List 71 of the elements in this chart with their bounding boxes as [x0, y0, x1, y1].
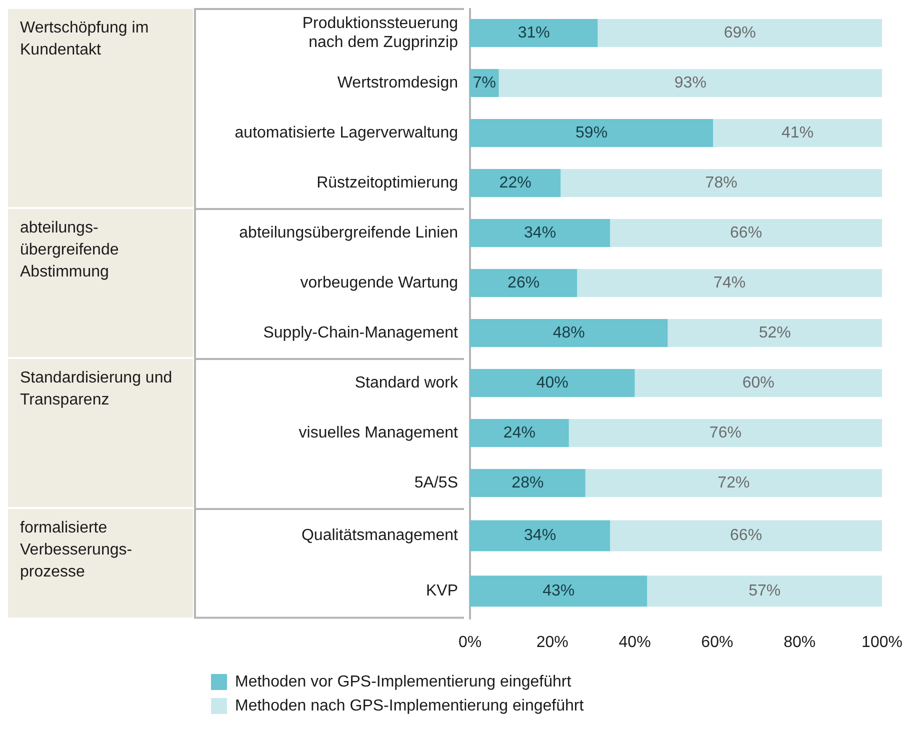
data-label: 48%: [552, 324, 585, 342]
x-tick-label: 100%: [862, 634, 902, 651]
bar: [668, 319, 882, 347]
data-label: 24%: [503, 424, 536, 442]
data-label: 43%: [542, 582, 575, 600]
bar: [470, 119, 714, 147]
bar: [470, 319, 668, 347]
bar: [470, 369, 635, 397]
data-label: 7%: [472, 74, 496, 92]
data-label: 52%: [758, 324, 791, 342]
data-label: 59%: [576, 124, 608, 142]
data-label: 69%: [724, 24, 756, 42]
data-label: 34%: [524, 224, 556, 242]
data-label: 31%: [518, 24, 550, 42]
bar: [470, 576, 648, 607]
bar: [470, 19, 598, 47]
bar: [610, 520, 882, 552]
legend-label: Methoden nach GPS-Implementierung eingeführt: [235, 697, 584, 714]
y-tick-label: visuelles Management: [298, 424, 459, 442]
bar: [647, 576, 882, 607]
x-tick-label: 60%: [701, 634, 734, 651]
y-tick-label: Rüstzeitoptimierung: [316, 174, 458, 192]
bar: [713, 119, 882, 147]
data-label: 60%: [742, 374, 774, 392]
y-axis-title: Standardisierung und Transparenz: [20, 369, 172, 408]
data-label: 41%: [782, 124, 814, 142]
bar: [470, 269, 578, 297]
data-label: 26%: [508, 274, 540, 292]
data-label: 93%: [674, 74, 706, 92]
y-tick-label: Supply-Chain-Management: [263, 324, 459, 342]
bar: [498, 69, 882, 97]
x-tick-label: 80%: [784, 634, 816, 651]
data-label: 57%: [748, 582, 781, 600]
bar: [610, 219, 882, 247]
data-label: 72%: [718, 474, 750, 492]
y-tick-label: Standard work: [354, 374, 459, 392]
data-label: 28%: [512, 474, 544, 492]
bar: [577, 269, 882, 297]
bar: [470, 219, 610, 247]
y-axis-title: formalisierte Verbesserungs- prozesse: [20, 519, 132, 580]
legend-label: Methoden vor GPS-Implementierung eingeführt: [235, 673, 572, 690]
y-tick-label: automatisierte Lagerverwaltung: [234, 124, 458, 142]
y-axis-title: abteilungs- übergreifende Abstimmung: [20, 219, 119, 280]
y-tick-label: 5A/5S: [414, 474, 458, 492]
bar: [634, 369, 882, 397]
bar: [470, 419, 569, 447]
y-tick-label: KVP: [426, 582, 458, 600]
bar: [470, 469, 586, 497]
data-label: 40%: [536, 374, 568, 392]
x-tick-label: 0%: [458, 634, 482, 651]
y-tick-label: Qualitätsmanagement: [301, 527, 459, 544]
y-tick-label: abteilungsübergreifende Linien: [239, 224, 458, 242]
data-label: 66%: [730, 224, 762, 242]
data-label: 34%: [524, 527, 556, 544]
bar: [568, 419, 882, 447]
y-tick-label: Wertstromdesign: [337, 74, 458, 92]
y-tick-label: Produktionssteuerung nach dem Zugprinzip: [302, 14, 458, 52]
bar: [470, 520, 610, 552]
bar: [585, 469, 882, 497]
y-tick-label: vorbeugende Wartung: [300, 274, 458, 292]
x-tick-label: 40%: [618, 634, 651, 651]
data-label: 78%: [705, 174, 738, 192]
x-tick-label: 20%: [536, 634, 568, 651]
bar: [560, 169, 882, 197]
y-axis-title: Wertschöpfung im Kundentakt: [20, 19, 149, 58]
data-label: 66%: [730, 527, 762, 544]
data-label: 76%: [709, 424, 742, 442]
data-label: 74%: [714, 274, 746, 292]
bar: [470, 169, 561, 197]
data-label: 22%: [499, 174, 532, 192]
bar: [598, 19, 882, 47]
